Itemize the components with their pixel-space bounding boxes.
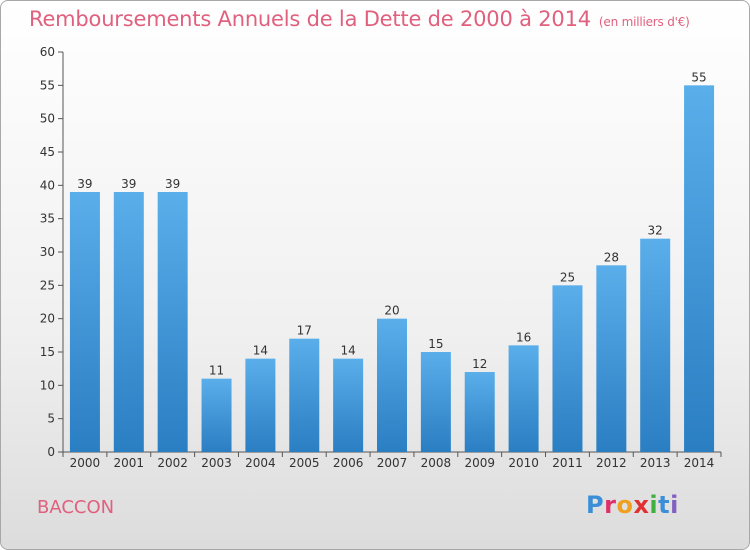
data-label: 32 [648, 224, 663, 238]
x-tick-label: 2004 [245, 456, 276, 470]
proxiti-logo[interactable]: Proxiti [586, 491, 679, 519]
logo-letter: P [586, 491, 605, 519]
bar [640, 238, 671, 452]
x-tick-label: 2007 [377, 456, 408, 470]
bar [157, 192, 188, 452]
data-label: 14 [253, 344, 268, 358]
y-tick-label: 45 [40, 145, 55, 159]
bar [464, 372, 495, 452]
bar [201, 378, 232, 452]
bar [420, 352, 451, 452]
commune-name: BACCON [37, 497, 115, 518]
data-label: 25 [560, 270, 575, 284]
y-tick-label: 30 [40, 245, 55, 259]
logo-letter: r [604, 491, 617, 519]
bars: 39 39 39 11 14 17 14 20 15 12 16 25 28 32 55 [69, 70, 715, 452]
y-tick-label: 40 [40, 178, 55, 192]
data-label: 14 [340, 344, 355, 358]
data-label: 28 [604, 250, 619, 264]
x-axis: 2000 2001 2002 2003 2004 2005 2006 2007 2008 2009… [62, 451, 722, 470]
x-tick-label: 2009 [464, 456, 495, 470]
y-tick-label: 25 [40, 278, 55, 292]
x-tick-label: 2006 [333, 456, 364, 470]
data-label: 15 [428, 337, 443, 351]
bar [596, 265, 627, 452]
bar [508, 345, 539, 452]
y-tick-label: 35 [40, 212, 55, 226]
bar [245, 358, 276, 452]
data-label: 17 [297, 324, 312, 338]
data-label: 39 [165, 177, 180, 191]
chart-title-text: Remboursements Annuels de la Dette de 20… [29, 7, 591, 31]
data-label: 39 [77, 177, 92, 191]
bar [113, 192, 144, 452]
logo-letter: i [649, 491, 659, 519]
x-tick-label: 2001 [114, 456, 145, 470]
x-tick-label: 2002 [157, 456, 188, 470]
x-tick-label: 2000 [70, 456, 101, 470]
bar [684, 85, 715, 452]
bar [289, 338, 320, 452]
x-tick-label: 2011 [552, 456, 583, 470]
bar [552, 285, 583, 452]
x-tick-label: 2003 [201, 456, 232, 470]
data-label: 12 [472, 357, 487, 371]
y-tick-label: 50 [40, 112, 55, 126]
data-label: 11 [209, 364, 224, 378]
y-tick-label: 60 [40, 45, 55, 59]
bar [69, 192, 100, 452]
x-tick-label: 2013 [640, 456, 671, 470]
logo-letter: i [670, 491, 679, 519]
data-label: 39 [121, 177, 136, 191]
bar [377, 318, 407, 452]
y-tick-label: 20 [40, 312, 55, 326]
y-axis: 0 5 10 15 20 25 30 35 40 45 50 55 60 [40, 45, 64, 459]
y-tick-label: 5 [47, 412, 55, 426]
bar [333, 358, 364, 452]
data-label: 20 [384, 304, 399, 318]
chart-title: Remboursements Annuels de la Dette de 20… [29, 7, 690, 31]
y-tick-label: 55 [40, 78, 55, 92]
x-tick-label: 2005 [289, 456, 320, 470]
y-tick-label: 10 [40, 378, 55, 392]
logo-letter: o [616, 491, 634, 519]
x-tick-label: 2010 [508, 456, 539, 470]
logo-letter: x [633, 491, 650, 519]
logo-letter: t [658, 491, 671, 519]
x-tick-label: 2008 [421, 456, 452, 470]
data-label: 55 [691, 70, 706, 84]
x-tick-label: 2014 [684, 456, 715, 470]
y-tick-label: 0 [47, 445, 55, 459]
y-tick-label: 15 [40, 345, 55, 359]
chart-unit: (en milliers d'€) [598, 15, 690, 29]
x-tick-label: 2012 [596, 456, 627, 470]
data-label: 16 [516, 330, 531, 344]
